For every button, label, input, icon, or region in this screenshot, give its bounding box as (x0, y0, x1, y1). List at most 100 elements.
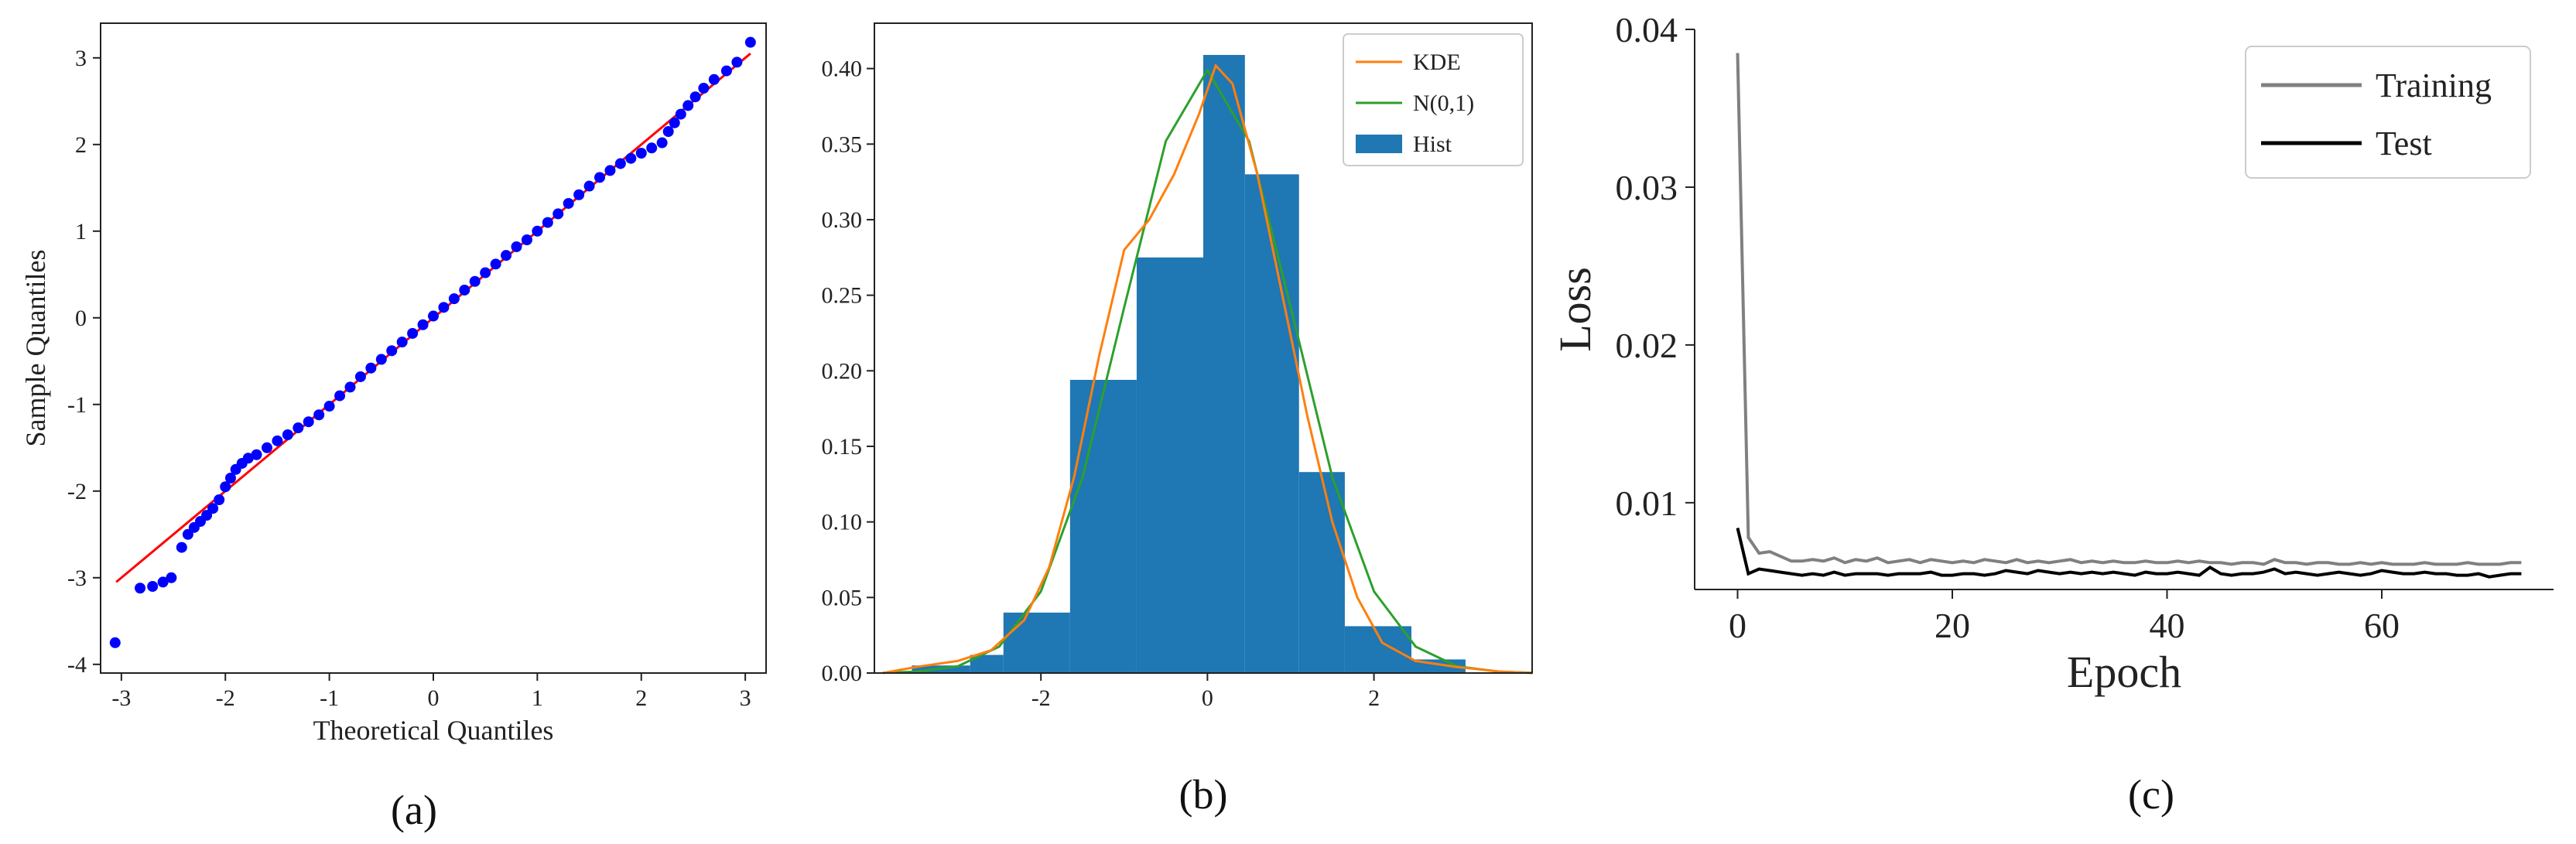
loss-y-tick-label: 0.04 (1616, 10, 1678, 50)
qq-point (375, 354, 387, 365)
histogram-panel: -2 0 2 0.00 0.05 0.10 0.15 0.20 0.25 0.30 0.35 0.4… (822, 22, 1533, 818)
qq-point (744, 36, 756, 48)
qq-y-axis-label: Sample Quantiles (20, 250, 51, 447)
loss-x-tick-label: 60 (2364, 606, 2400, 645)
qq-y-tick-label: -3 (67, 566, 87, 591)
hist-x-tick-label: -2 (1031, 685, 1051, 711)
hist-y-tick-label: 0.25 (822, 283, 863, 309)
qq-point (214, 494, 225, 505)
qq-point (662, 126, 674, 137)
qq-x-tick-label: 1 (532, 685, 543, 711)
qq-point (583, 180, 595, 192)
hist-bar (1069, 380, 1137, 673)
qq-point (242, 453, 254, 464)
qq-point (731, 56, 743, 68)
qq-points (109, 36, 756, 648)
qq-point (720, 65, 732, 77)
hist-y-tick-label: 0.00 (822, 661, 863, 686)
hist-bar (1298, 472, 1345, 673)
hist-x-tick-label: 2 (1368, 685, 1380, 711)
hist-y-tick-label: 0.30 (822, 207, 863, 233)
legend-hist-swatch (1356, 135, 1402, 153)
qq-point (438, 302, 450, 313)
qq-plot-panel: -3 -2 -1 0 1 2 3 -4 -3 -2 -1 0 1 2 3 Theoretical Quan… (20, 22, 767, 833)
qq-point (682, 100, 694, 111)
qq-point (594, 172, 605, 183)
qq-point (521, 234, 532, 245)
qq-point (109, 637, 121, 648)
hist-bar (1244, 174, 1299, 674)
hist-y-tick-label: 0.40 (822, 56, 863, 82)
caption-a: (a) (391, 787, 437, 833)
qq-point (708, 73, 720, 85)
qq-point (201, 510, 213, 521)
qq-x-axis-label: Theoretical Quantiles (313, 715, 554, 746)
qq-x-tick-label: 0 (428, 685, 440, 711)
loss-y-tick-label: 0.02 (1616, 326, 1678, 365)
qq-point (354, 371, 366, 382)
hist-y-tick-label: 0.20 (822, 358, 863, 384)
qq-point (386, 345, 398, 357)
qq-point (182, 528, 193, 540)
qq-y-tick-label: 2 (75, 132, 87, 158)
histogram-legend-box (1343, 33, 1524, 166)
qq-point (614, 158, 626, 169)
qq-point (635, 148, 647, 159)
kde-curve (882, 63, 1533, 675)
qq-point (469, 275, 481, 287)
hist-x-tick-label: 0 (1202, 685, 1213, 711)
qq-point (646, 142, 658, 154)
hist-bar (1003, 612, 1070, 673)
qq-point (157, 576, 169, 588)
qq-point (176, 542, 187, 553)
qq-point (490, 258, 501, 270)
qq-point (407, 327, 419, 339)
legend-training-label: Training (2376, 67, 2492, 104)
loss-x-tick-label: 40 (2150, 606, 2185, 645)
qq-point (166, 572, 177, 583)
hist-bar (970, 654, 1004, 673)
qq-point (480, 267, 491, 278)
qq-point (135, 583, 146, 594)
qq-x-tick-label: 3 (740, 685, 751, 711)
qq-point (625, 152, 637, 164)
hist-y-tick-label: 0.35 (822, 132, 863, 157)
qq-y-tick-label: -2 (67, 479, 87, 504)
qq-point (448, 293, 460, 305)
hist-y-ticks: 0.00 0.05 0.10 0.15 0.20 0.25 0.30 0.35 0.40 (822, 56, 874, 686)
qq-y-tick-label: 1 (75, 219, 87, 244)
loss-legend: Training Test (2245, 46, 2531, 179)
legend-hist-label: Hist (1413, 132, 1452, 157)
qq-point (459, 284, 470, 296)
loss-y-tick-label: 0.03 (1616, 168, 1678, 207)
qq-point (303, 416, 314, 428)
histogram-frame (874, 22, 1533, 674)
hist-y-tick-label: 0.05 (822, 585, 863, 610)
qq-point (396, 337, 408, 348)
qq-y-tick-label: -1 (67, 392, 87, 418)
qq-point (365, 362, 377, 374)
qq-x-tick-label: -3 (111, 685, 131, 711)
legend-test-label: Test (2376, 125, 2432, 162)
hist-bar (1203, 55, 1245, 673)
qq-point (323, 401, 335, 412)
qq-point (272, 435, 283, 446)
histogram-bars (912, 55, 1466, 674)
loss-x-tick-label: 20 (1935, 606, 1970, 645)
training-loss-line (1736, 53, 2522, 566)
qq-point (689, 91, 701, 103)
loss-y-axis-label: Loss (1550, 267, 1600, 352)
legend-kde-label: KDE (1413, 50, 1461, 75)
qq-point (532, 225, 543, 237)
caption-c: (c) (2128, 771, 2174, 818)
qq-point (428, 310, 439, 322)
qq-point (669, 117, 680, 128)
qq-point (542, 217, 553, 228)
histogram-legend: KDE N(0,1) Hist (1343, 33, 1524, 166)
qq-point (604, 165, 616, 176)
qq-x-tick-label: -2 (216, 685, 235, 711)
qq-point (552, 208, 564, 220)
hist-y-tick-label: 0.10 (822, 510, 863, 535)
hist-y-tick-label: 0.15 (822, 434, 863, 460)
